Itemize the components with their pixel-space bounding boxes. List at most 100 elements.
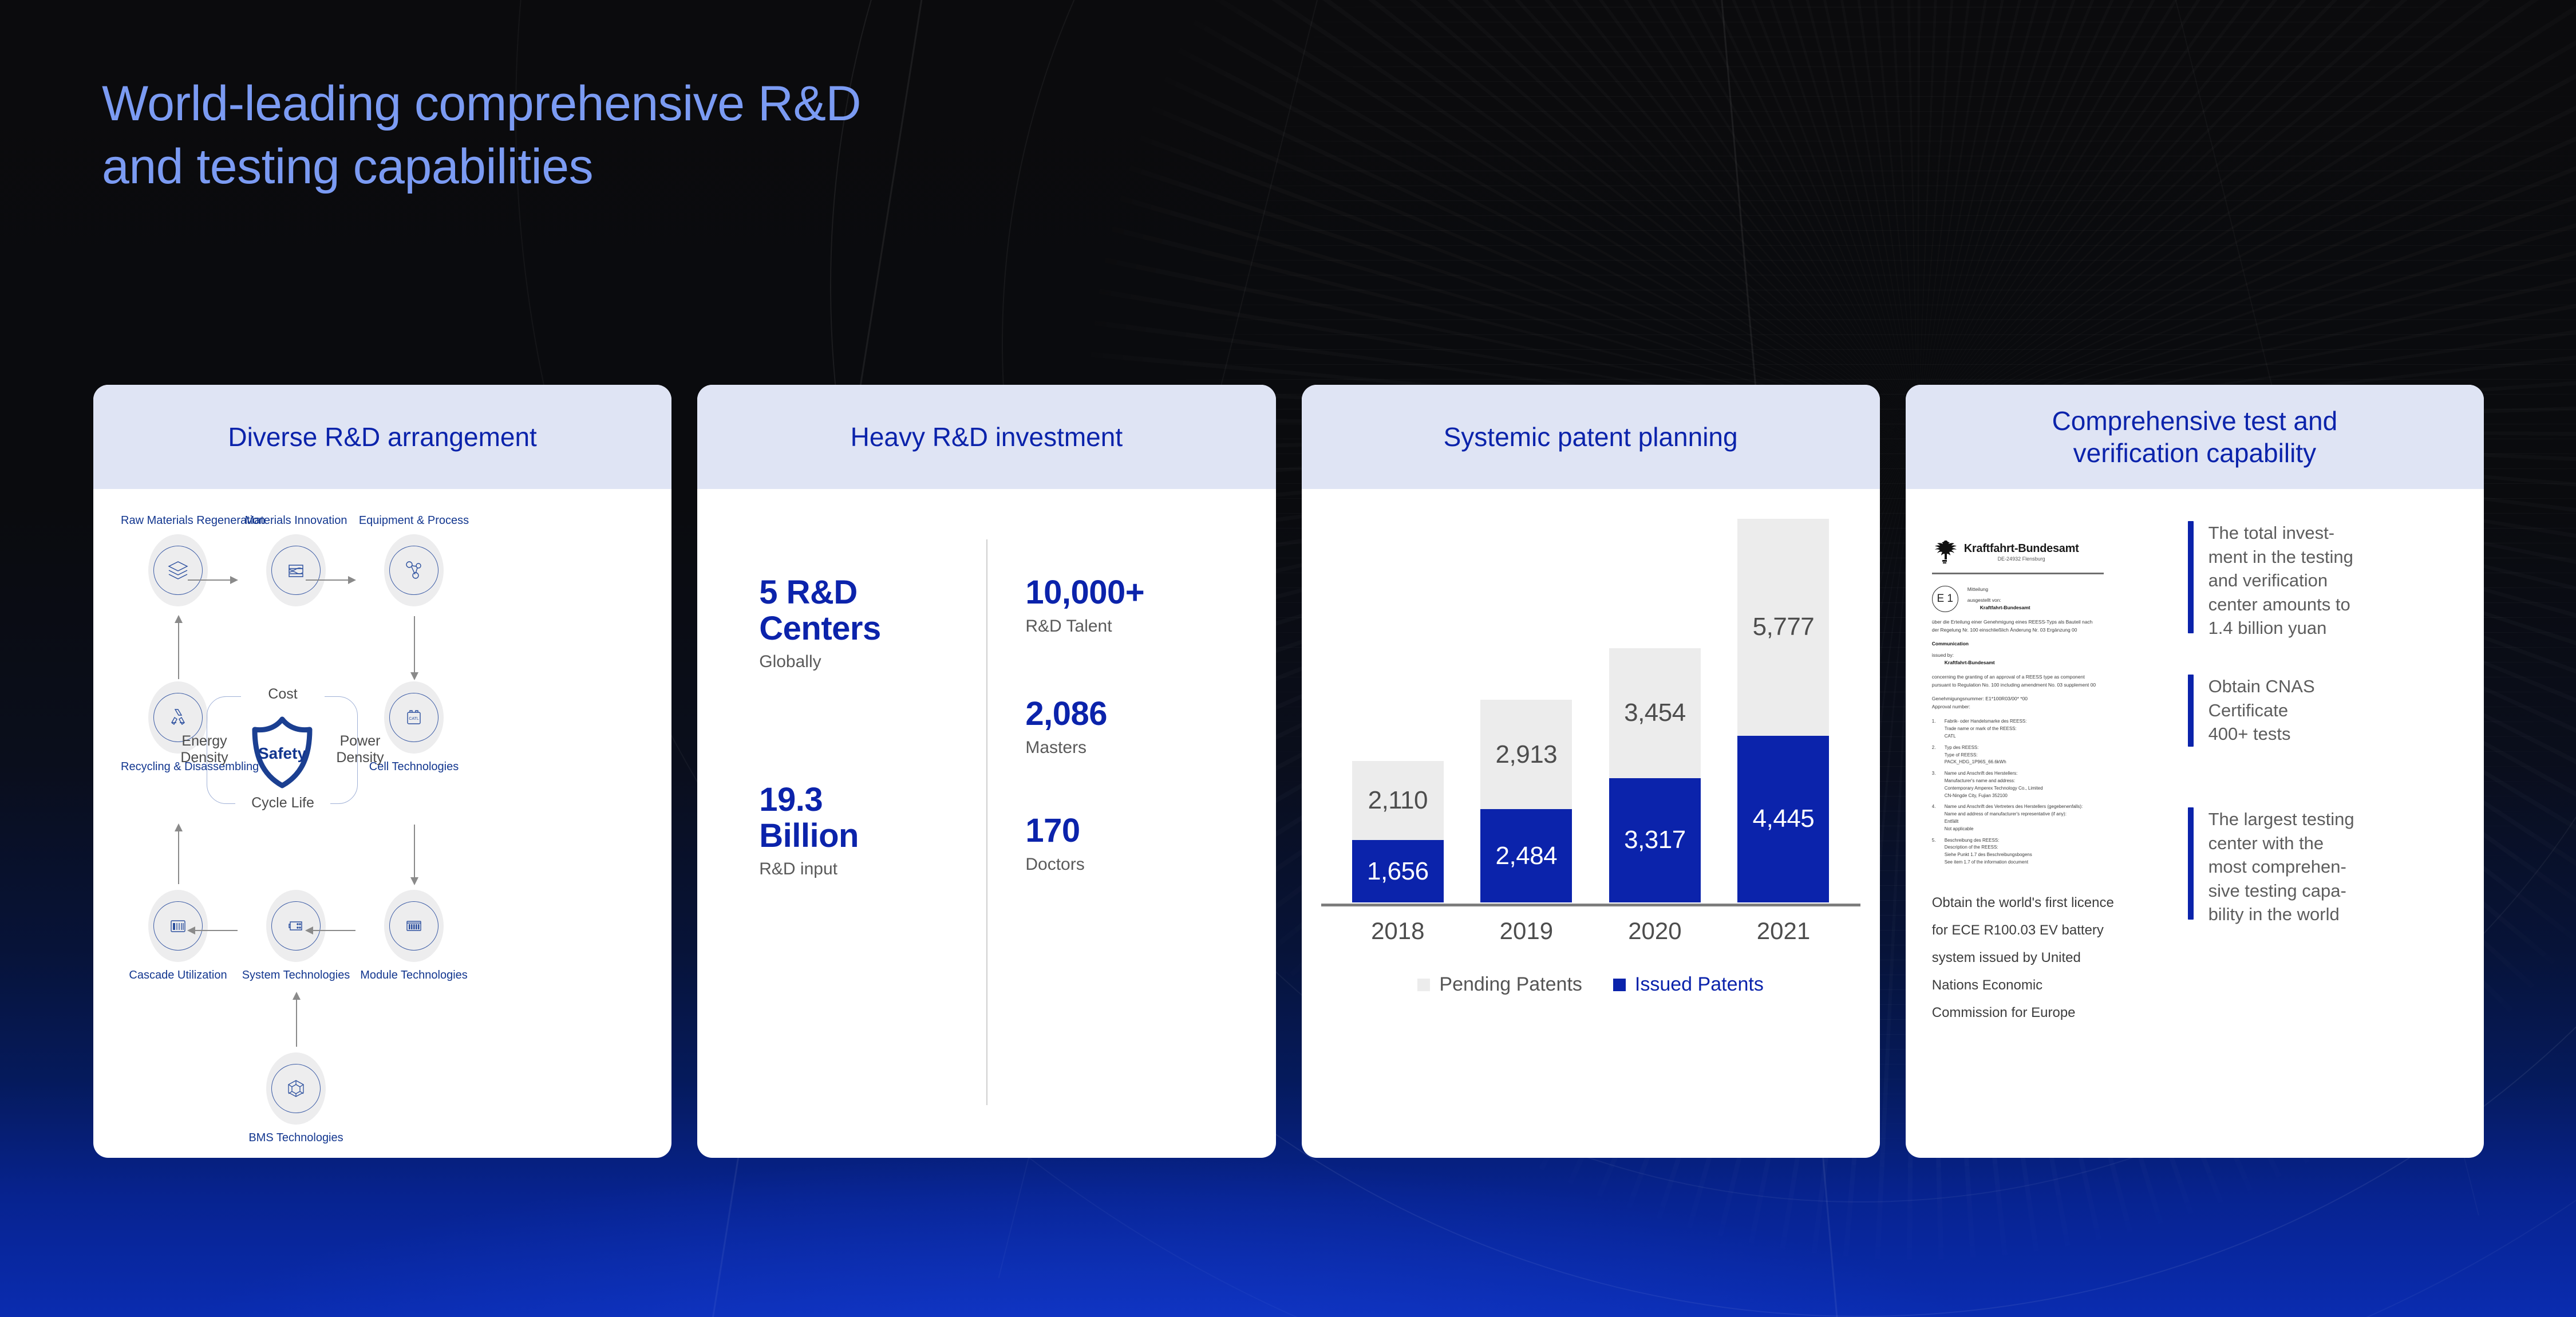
arrow-equipment-down: [410, 616, 418, 680]
page-title-line-1: World-leading comprehensive R&D: [102, 76, 862, 131]
node-oval: [266, 890, 326, 962]
legend-item-issued[interactable]: Issued Patents: [1613, 973, 1764, 996]
certificate-column: Kraftfahrt-Bundesamt DE-24932 Flensburg …: [1906, 489, 2178, 1158]
power-density-line-1: Power: [339, 733, 381, 749]
node-oval: [148, 681, 208, 754]
stat-rd-talent: 10,000+ R&D Talent: [1025, 574, 1145, 636]
certificate-item-number: 3.: [1931, 771, 1936, 776]
bullet-text: The largest testing center with the most…: [2208, 809, 2354, 925]
certificate-line-9: concerning the granting of an approval o…: [1931, 673, 2085, 680]
stats-right-column: 10,000+ R&D Talent 2,086 Masters 170 Doc…: [986, 489, 1275, 1158]
bullet-text: Obtain CNAS Certificate 400+ tests: [2208, 676, 2315, 744]
bar-group-2020: 3,454 3,317: [1609, 519, 1701, 902]
node-label: Materials Innovation: [244, 514, 347, 527]
certificate-org-name: Kraftfahrt-Bundesamt: [1963, 542, 2079, 555]
stats-left-column: 5 R&D Centers Globally 19.3 Billion R&D …: [697, 489, 986, 1158]
bullet-text: The total invest- ment in the testing an…: [2208, 523, 2353, 638]
card-heavy-rd-investment[interactable]: Heavy R&D investment 5 R&D Centers Globa…: [697, 385, 1276, 1158]
card-4-title-line-1: Comprehensive test and: [2052, 405, 2338, 436]
stat-number: 2,086: [1025, 695, 1108, 732]
stat-rd-input: 19.3 Billion R&D input: [759, 782, 859, 879]
node-module-technologies[interactable]: Module Technologies: [357, 890, 471, 982]
certificate-item-number: 2.: [1931, 744, 1936, 750]
certificate-item-number: 5.: [1931, 837, 1936, 843]
bar-group-2018: 2,110 1,656: [1352, 519, 1444, 902]
robot-arm-icon: [389, 546, 438, 595]
card-comprehensive-test-verification[interactable]: Comprehensive test and verification capa…: [1905, 385, 2484, 1158]
stat-number-line-2: Centers: [759, 609, 881, 647]
bullet-total-investment: The total invest- ment in the testing an…: [2187, 521, 2371, 638]
certificate-divider: [1931, 573, 2104, 574]
center-label-energy-density: Energy Density: [175, 733, 234, 766]
arrow-up-to-recycling: [175, 823, 183, 884]
certificate-approval-number: Genehmigungsnummer: E1*100R03/00* *00 Ap…: [1932, 695, 2104, 711]
card-2-header: Heavy R&D investment: [697, 385, 1276, 489]
stats-divider: [986, 539, 987, 1105]
certificate-item-text: Name und Anschrift des Herstellers: Manu…: [1944, 771, 2043, 798]
legend-item-pending[interactable]: Pending Patents: [1417, 973, 1582, 996]
bullet-cnas-certificate: Obtain CNAS Certificate 400+ tests: [2187, 675, 2371, 747]
card-3-body: 2,110 1,656 2,913 2,484 3,454 3,317 5,777 4,445…: [1302, 489, 1880, 1158]
bar-value-issued: 4,445: [1752, 805, 1815, 833]
stats-grid: 5 R&D Centers Globally 19.3 Billion R&D …: [697, 489, 1275, 1158]
bar-segment-issued: 2,484: [1480, 809, 1573, 902]
bar-value-issued: 1,656: [1366, 857, 1429, 885]
node-cell-technologies[interactable]: CATL Cell Technologies: [357, 681, 471, 774]
node-equipment-process[interactable]: Equipment & Process: [357, 514, 471, 606]
arrow-materials-to-equipment: [306, 576, 356, 584]
x-tick-2018: 2018: [1371, 917, 1425, 944]
german-eagle-icon: [1934, 541, 1957, 563]
pack-icon: [271, 901, 321, 951]
certificate-item-list: 1. Fabrik- oder Handelsmarke des REESS: T…: [1932, 718, 2104, 866]
stat-sublabel: R&D Talent: [1025, 616, 1112, 636]
module-icon: [389, 901, 438, 951]
node-bms-technologies[interactable]: BMS Technologies: [239, 1052, 353, 1145]
node-recycling-disassembling[interactable]: Recycling & Disassembling: [121, 681, 259, 774]
arrow-bms-to-system: [293, 992, 301, 1047]
certificate-item-text: Beschreibung des REESS: Description of t…: [1944, 837, 2032, 865]
card-1-header: Diverse R&D arrangement: [93, 385, 672, 489]
stat-sublabel: Doctors: [1025, 854, 1085, 874]
stat-sublabel: Globally: [759, 652, 821, 672]
node-oval: [148, 534, 208, 606]
node-raw-materials-regeneration[interactable]: Raw Materials Regeneration: [121, 514, 266, 606]
node-label: Equipment & Process: [358, 514, 469, 527]
safety-shield-icon: Safety: [247, 715, 318, 790]
certificate-line-issued-by: issued by:: [1931, 652, 1954, 658]
certificate-line-10: pursuant to Regulation No. 100 including…: [1931, 681, 2096, 688]
card-4-header: Comprehensive test and verification capa…: [1905, 385, 2484, 489]
recycle-icon: [153, 693, 203, 742]
bar-segment-issued: 4,445: [1737, 735, 1830, 902]
energy-density-line-1: Energy: [181, 733, 227, 749]
bar-segment-pending: 2,110: [1352, 761, 1444, 841]
node-system-technologies[interactable]: System Technologies: [239, 890, 353, 982]
certificate-emark-row: E 1 Mitteilung ausgestellt von: Kraftfah…: [1931, 586, 2104, 612]
node-materials-innovation[interactable]: Materials Innovation: [239, 514, 353, 606]
bar-group-2021: 5,777 4,445: [1737, 519, 1830, 902]
approval-number-de: Genehmigungsnummer: E1*100R03/00* *00: [1931, 696, 2028, 702]
chart-x-axis: [1321, 904, 1860, 906]
bullet-accent-bar: [2187, 675, 2194, 747]
node-label: Module Technologies: [360, 969, 468, 981]
card-diverse-rd-arrangement[interactable]: Diverse R&D arrangement Raw Materials Re…: [93, 385, 672, 1158]
certificate-header: Kraftfahrt-Bundesamt DE-24932 Flensburg: [1932, 538, 2104, 566]
card-2-body: 5 R&D Centers Globally 19.3 Billion R&D …: [697, 489, 1275, 1158]
node-label: Raw Materials Regeneration: [121, 514, 266, 527]
stat-masters: 2,086 Masters: [1025, 696, 1107, 758]
stat-number: 10,000+: [1025, 574, 1145, 611]
e1-approval-mark-icon: E 1: [1931, 586, 1958, 612]
stat-sublabel: R&D input: [759, 859, 837, 879]
cube-icon: [271, 1064, 321, 1113]
certificate-item-text: Name und Anschrift des Vertreters des He…: [1944, 804, 2083, 831]
kba-certificate-image[interactable]: Kraftfahrt-Bundesamt DE-24932 Flensburg …: [1931, 538, 2104, 866]
stat-doctors: 170 Doctors: [1025, 813, 1084, 874]
legend-swatch-pending: [1417, 978, 1431, 991]
bar-value-pending: 2,913: [1495, 740, 1558, 768]
node-cascade-utilization[interactable]: Cascade Utilization: [121, 890, 235, 982]
x-tick-2019: 2019: [1499, 917, 1554, 944]
stat-number-line-1: 19.3: [759, 781, 823, 818]
card-systemic-patent-planning[interactable]: Systemic patent planning 2,110 1,656 2,913…: [1301, 385, 1880, 1158]
node-oval: CATL: [384, 681, 444, 754]
node-oval: [384, 534, 444, 606]
card-1-title: Diverse R&D arrangement: [228, 421, 537, 452]
